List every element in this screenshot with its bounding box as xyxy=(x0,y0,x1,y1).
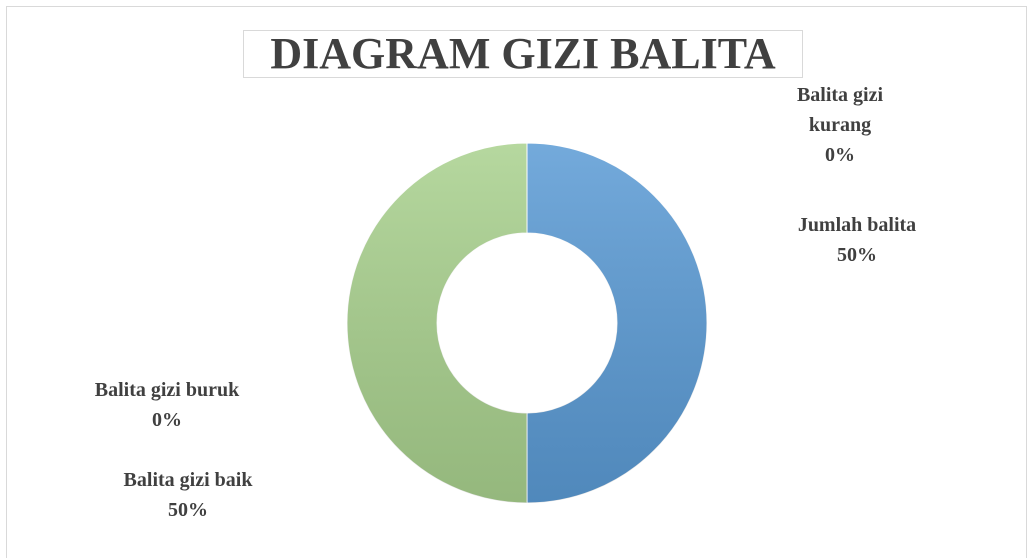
category-name: Balita gizi baik xyxy=(123,469,253,491)
category-name: Balita gizi buruk xyxy=(94,379,240,401)
data-label: Balita gizi buruk 0% xyxy=(67,375,267,435)
value-label: 50% xyxy=(168,499,208,521)
data-label: Balita gizi baik 50% xyxy=(123,465,253,525)
data-label: Balita gizi kurang 0% xyxy=(770,80,910,170)
donut-slice xyxy=(346,142,528,504)
donut-slice xyxy=(526,142,708,504)
category-name: Jumlah balita xyxy=(797,214,917,236)
chart-title: DIAGRAM GIZI BALITA xyxy=(243,30,803,78)
value-label: 0% xyxy=(152,409,182,431)
data-label: Jumlah balita 50% xyxy=(757,210,957,270)
category-name: Balita gizi kurang xyxy=(796,84,884,136)
value-label: 0% xyxy=(825,144,855,166)
value-label: 50% xyxy=(837,244,877,266)
chart-frame xyxy=(6,6,1027,558)
